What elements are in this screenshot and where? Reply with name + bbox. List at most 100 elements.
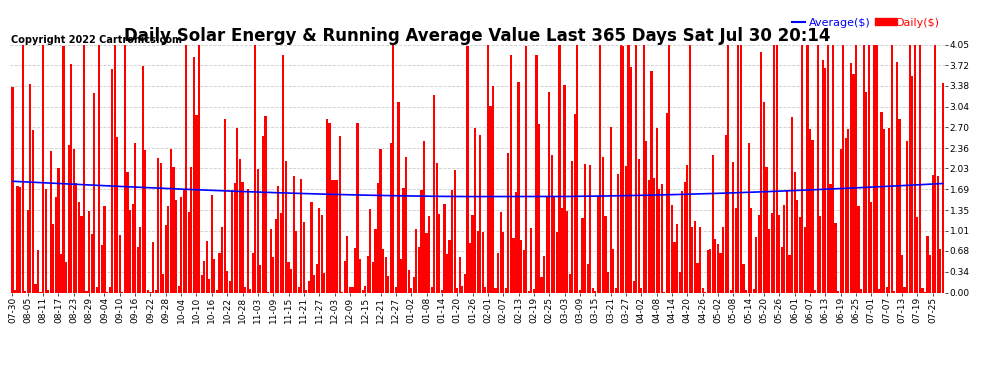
Bar	[321, 215, 323, 292]
Bar	[206, 241, 208, 292]
Bar	[571, 161, 573, 292]
Bar	[812, 140, 814, 292]
Bar	[392, 45, 394, 292]
Bar	[689, 45, 691, 292]
Bar	[730, 290, 732, 292]
Bar	[308, 281, 310, 292]
Bar	[558, 45, 560, 292]
Bar	[844, 138, 846, 292]
Bar	[175, 200, 177, 292]
Bar	[157, 158, 159, 292]
Bar	[893, 291, 895, 292]
Bar	[835, 223, 837, 292]
Bar	[379, 149, 381, 292]
Bar	[513, 238, 515, 292]
Bar	[735, 208, 737, 292]
Bar	[755, 237, 757, 292]
Bar	[24, 291, 27, 292]
Bar	[650, 71, 652, 292]
Bar	[318, 208, 321, 292]
Bar	[348, 287, 350, 292]
Bar	[119, 235, 121, 292]
Bar	[277, 186, 279, 292]
Bar	[80, 216, 82, 292]
Bar	[88, 211, 90, 292]
Bar	[678, 272, 681, 292]
Bar	[505, 288, 507, 292]
Bar	[377, 183, 379, 292]
Bar	[451, 190, 453, 292]
Bar	[694, 221, 696, 292]
Bar	[497, 254, 499, 292]
Bar	[927, 236, 929, 292]
Bar	[140, 227, 142, 292]
Bar	[536, 55, 538, 292]
Bar	[177, 286, 180, 292]
Bar	[781, 247, 783, 292]
Bar	[533, 289, 535, 292]
Bar	[873, 45, 875, 292]
Bar	[259, 264, 261, 292]
Bar	[254, 45, 256, 292]
Bar	[428, 216, 431, 292]
Bar	[880, 112, 883, 292]
Bar	[17, 186, 19, 292]
Bar	[188, 212, 190, 292]
Bar	[346, 236, 348, 292]
Bar	[185, 45, 187, 292]
Bar	[717, 244, 719, 292]
Bar	[849, 63, 852, 292]
Bar	[353, 248, 356, 292]
Bar	[384, 256, 387, 292]
Bar	[837, 291, 840, 292]
Bar	[471, 214, 473, 292]
Bar	[114, 45, 116, 292]
Bar	[285, 160, 287, 292]
Bar	[484, 287, 486, 292]
Bar	[809, 129, 811, 292]
Bar	[888, 128, 890, 292]
Bar	[351, 287, 353, 292]
Bar	[561, 208, 563, 292]
Bar	[733, 162, 735, 292]
Bar	[234, 183, 236, 292]
Bar	[822, 60, 824, 292]
Bar	[783, 205, 785, 292]
Bar	[791, 117, 793, 292]
Bar	[750, 208, 752, 292]
Bar	[775, 45, 778, 292]
Bar	[610, 127, 612, 292]
Bar	[566, 211, 568, 292]
Bar	[523, 249, 525, 292]
Bar	[295, 231, 297, 292]
Bar	[129, 210, 131, 292]
Bar	[198, 45, 200, 292]
Bar	[898, 118, 901, 292]
Bar	[27, 210, 29, 292]
Bar	[180, 197, 182, 292]
Bar	[904, 287, 906, 292]
Bar	[641, 288, 643, 292]
Bar	[413, 277, 415, 292]
Bar	[344, 261, 346, 292]
Bar	[147, 290, 149, 292]
Bar	[896, 62, 898, 292]
Bar	[799, 217, 801, 292]
Bar	[482, 232, 484, 292]
Bar	[446, 254, 448, 292]
Bar	[216, 290, 218, 292]
Bar	[439, 214, 441, 292]
Bar	[190, 167, 192, 292]
Bar	[778, 215, 780, 292]
Bar	[538, 124, 541, 292]
Bar	[134, 143, 137, 292]
Bar	[932, 175, 934, 292]
Bar	[605, 216, 607, 292]
Bar	[911, 76, 914, 292]
Bar	[237, 128, 239, 292]
Bar	[940, 249, 941, 292]
Bar	[50, 152, 51, 292]
Bar	[45, 189, 47, 292]
Bar	[434, 95, 436, 292]
Bar	[229, 281, 231, 292]
